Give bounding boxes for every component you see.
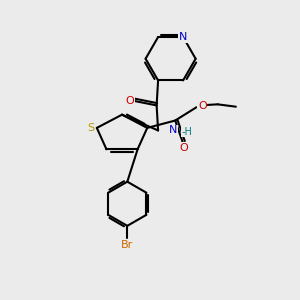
Text: Br: Br xyxy=(121,240,134,250)
Text: S: S xyxy=(87,123,94,133)
Text: O: O xyxy=(180,142,188,153)
Text: O: O xyxy=(198,101,207,111)
Text: O: O xyxy=(126,96,134,106)
Text: N: N xyxy=(179,32,187,42)
Text: -H: -H xyxy=(182,127,192,137)
Text: N: N xyxy=(169,125,178,136)
